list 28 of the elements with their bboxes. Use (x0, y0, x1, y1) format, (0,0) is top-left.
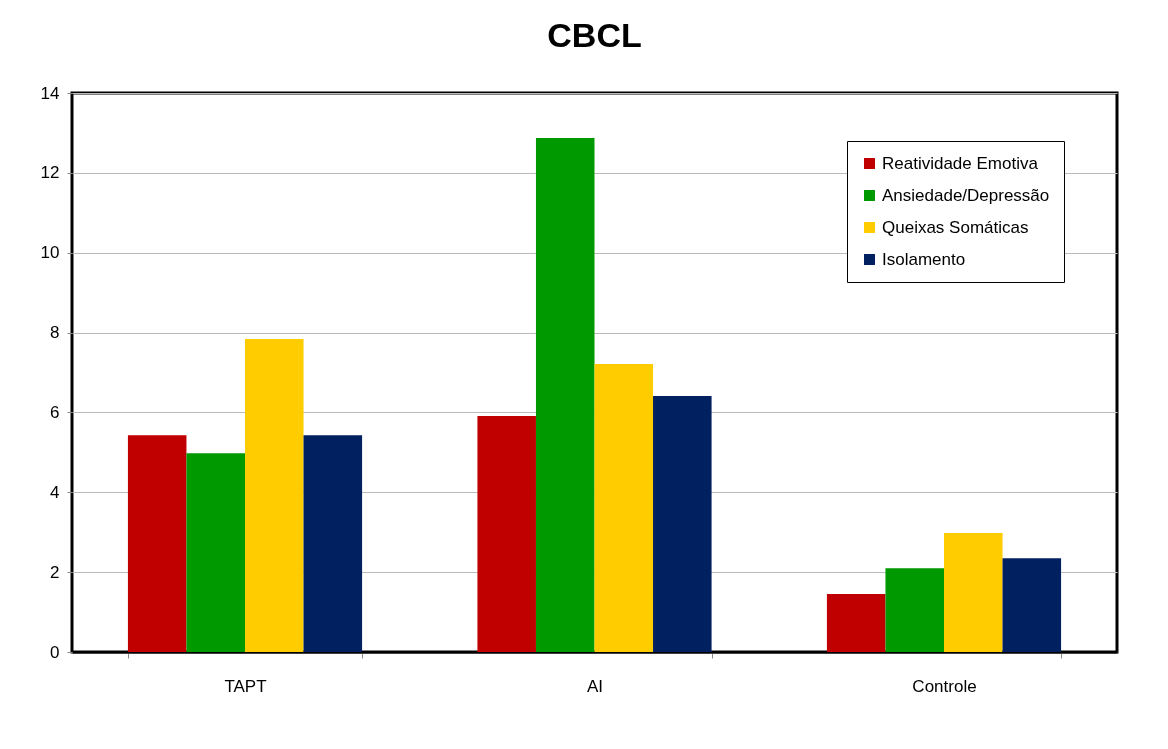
chart-title: CBCL (547, 16, 642, 54)
y-tick-label: 0 (50, 642, 60, 662)
legend-label: Ansiedade/Depressão (882, 185, 1050, 205)
y-tick-label: 2 (50, 562, 60, 582)
y-tick-label: 14 (40, 83, 60, 103)
legend-label: Reatividade Emotiva (882, 153, 1039, 173)
bar (826, 594, 886, 652)
bar (186, 453, 245, 652)
x-tick-label: Controle (912, 676, 977, 696)
bar (885, 568, 944, 652)
bar (653, 396, 712, 652)
bar (303, 435, 363, 652)
y-tick-label: 8 (50, 323, 60, 343)
legend-label: Queixas Somáticas (882, 217, 1029, 237)
bar (944, 533, 1003, 652)
y-tick-label: 4 (50, 482, 60, 502)
bar (1002, 558, 1062, 652)
x-tick-label: TAPT (224, 676, 267, 696)
y-tick-label: 10 (40, 243, 60, 263)
y-tick-label: 6 (50, 402, 60, 422)
bar (594, 364, 654, 652)
x-tick-label: AI (586, 676, 604, 696)
y-tick-label: 12 (40, 163, 60, 183)
bar (535, 138, 595, 652)
bar (477, 416, 536, 652)
bar (245, 338, 304, 652)
bar (127, 435, 187, 652)
legend-label: Isolamento (882, 249, 966, 269)
